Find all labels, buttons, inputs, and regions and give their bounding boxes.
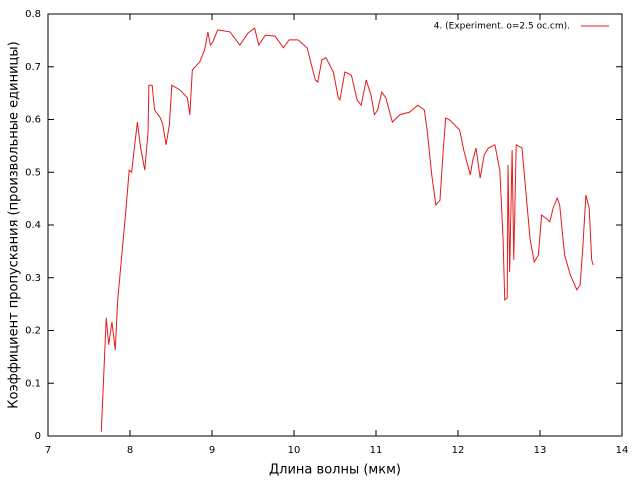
x-tick-label: 12 (452, 445, 465, 456)
y-tick-label: 0.2 (25, 326, 41, 337)
x-tick-label: 10 (288, 445, 301, 456)
x-tick-label: 13 (534, 445, 547, 456)
y-tick-label: 0.6 (25, 115, 41, 126)
x-tick-label: 11 (370, 445, 383, 456)
x-tick-label: 7 (45, 445, 51, 456)
y-tick-label: 0 (35, 431, 41, 442)
x-tick-label: 9 (209, 445, 215, 456)
y-tick-label: 0.5 (25, 167, 41, 178)
y-tick-label: 0.1 (25, 378, 41, 389)
legend-label: 4. (Experiment. o=2.5 oc.cm). (434, 22, 570, 32)
x-axis-label: Длина волны (мкм) (269, 463, 401, 478)
y-tick-label: 0.8 (25, 9, 41, 20)
y-tick-label: 0.4 (25, 220, 41, 231)
y-tick-label: 0.3 (25, 273, 41, 284)
x-tick-label: 14 (616, 445, 629, 456)
x-tick-label: 8 (127, 445, 133, 456)
data-line (100, 27, 594, 432)
y-tick-label: 0.7 (25, 62, 41, 73)
y-axis-label: Коэффициент пропускания (произвольные ед… (7, 41, 22, 408)
plot-border (47, 13, 623, 437)
